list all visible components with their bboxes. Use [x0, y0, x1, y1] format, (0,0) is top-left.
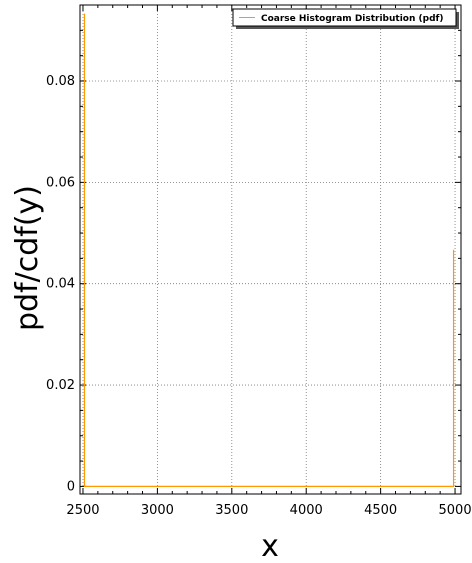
plot-background: [80, 5, 461, 494]
y-axis-title: pdf/cdf(y): [10, 185, 45, 331]
legend-label: Coarse Histogram Distribution (pdf): [261, 14, 444, 24]
plot-frame: [79, 4, 462, 495]
legend-box: [232, 8, 457, 27]
y-tick-label: 0.02: [46, 378, 75, 393]
x-tick-label: 2500: [66, 503, 99, 518]
y-tick-label: 0.04: [46, 277, 75, 292]
x-tick-label: 3500: [215, 503, 248, 518]
series-line: [83, 13, 455, 487]
y-tick-labels: 0 0.02 0.04 0.06 0.08: [46, 74, 75, 494]
y-tick-label: 0.08: [46, 74, 75, 89]
legend: Coarse Histogram Distribution (pdf): [232, 8, 459, 29]
y-tick-label: 0.06: [46, 175, 75, 190]
x-tick-label: 5000: [439, 503, 472, 518]
x-tick-labels: 2500 3000 3500 4000 4500 5000: [66, 503, 471, 518]
x-tick-label: 4500: [364, 503, 397, 518]
x-axis-title: x: [261, 529, 279, 563]
series-layer: [83, 13, 455, 487]
x-tick-label: 4000: [290, 503, 323, 518]
y-tick-label: 0: [67, 479, 75, 494]
x-tick-label: 3000: [141, 503, 174, 518]
